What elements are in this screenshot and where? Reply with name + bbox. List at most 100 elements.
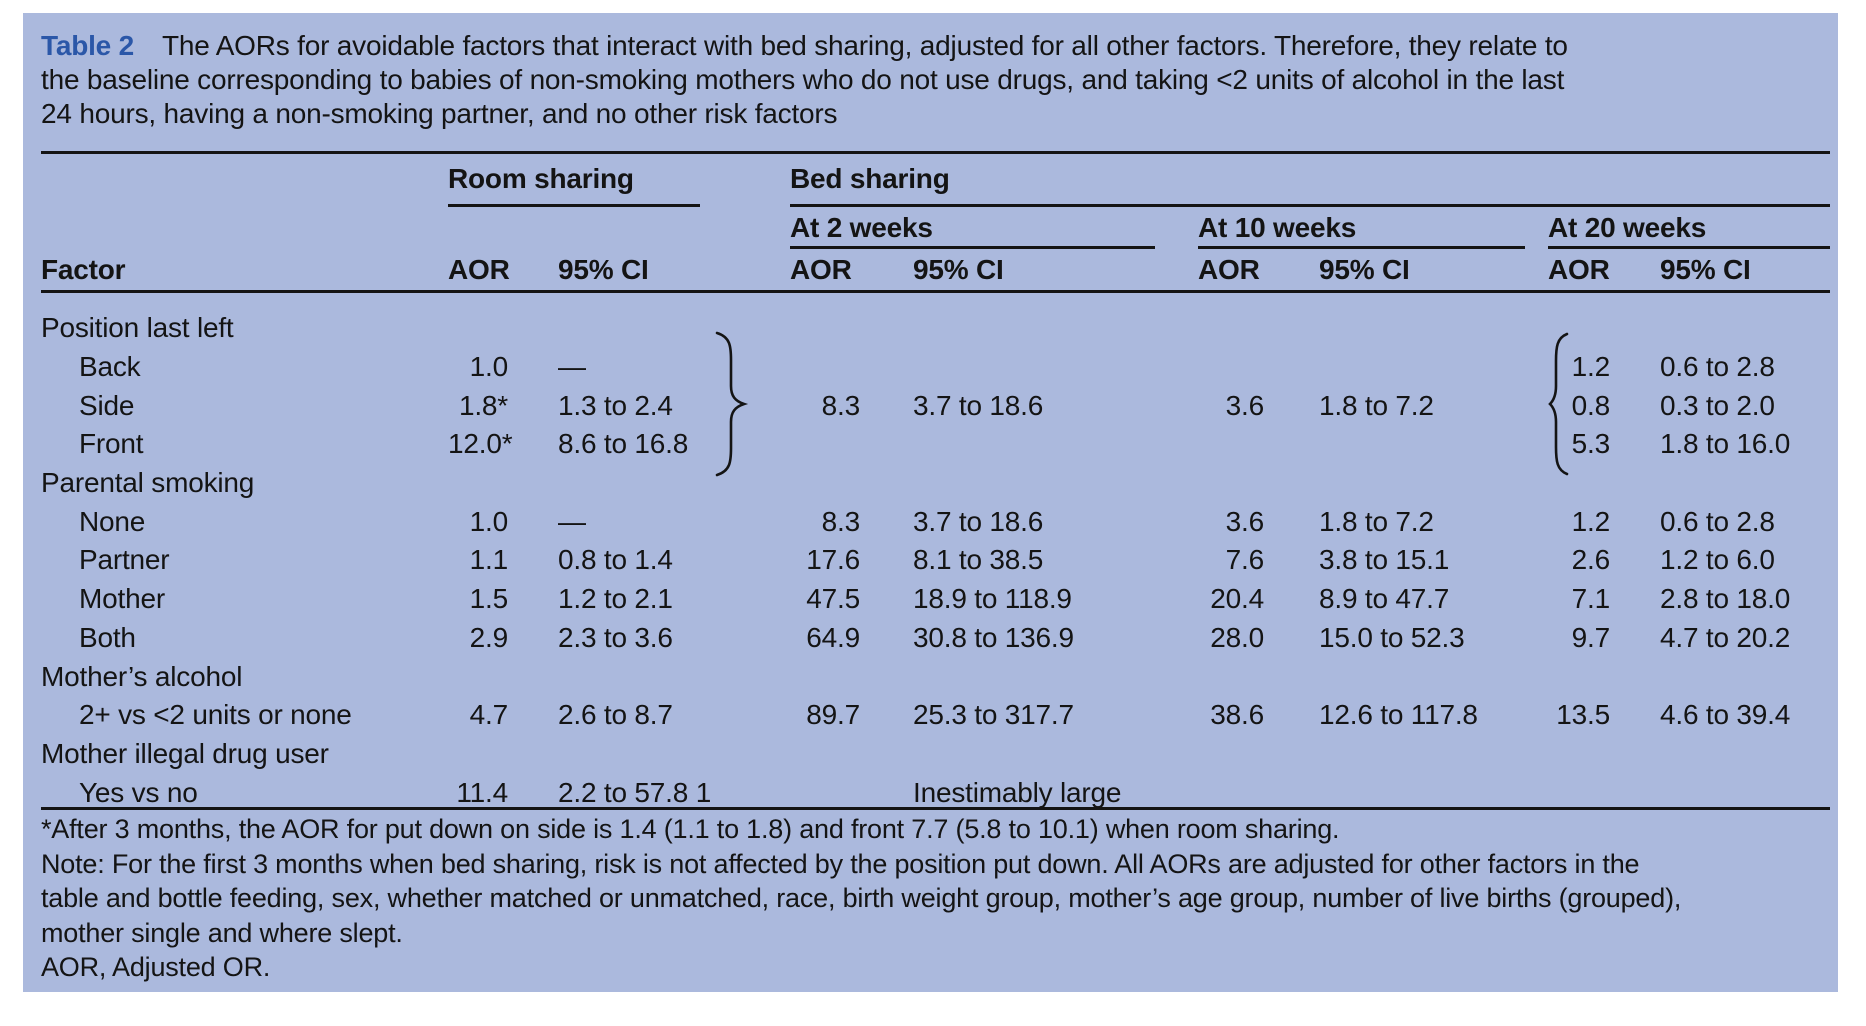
- footnote-line: AOR, Adjusted OR.: [41, 952, 271, 983]
- factor-cell: Mother: [79, 583, 165, 615]
- factor-cell: Mother illegal drug user: [41, 737, 329, 769]
- room-ci-cell: 8.6 to 16.8: [558, 428, 689, 460]
- room-ci-cell: 1.2 to 2.1: [558, 583, 673, 615]
- group-header-room-sharing: Room sharing: [448, 163, 634, 194]
- col-header-aor-room: AOR: [448, 254, 510, 285]
- title-rule: [41, 151, 1830, 154]
- room-aor-cell: 1.0: [469, 351, 509, 383]
- room-ci-cell: 1.3 to 2.4: [558, 389, 673, 421]
- w20-aor-cell: 13.5: [1556, 699, 1610, 731]
- factor-cell: 2+ vs <2 units or none: [79, 699, 352, 731]
- col-header-factor: Factor: [41, 254, 126, 285]
- factor-cell: Yes vs no: [79, 776, 198, 808]
- subgroup-header-at-20-weeks: At 20 weeks: [1548, 212, 1707, 243]
- room-ci-cell: —: [558, 505, 586, 537]
- table-row: 2+ vs <2 units or none 4.7 2.6 to 8.7 89.7 2…: [41, 696, 1830, 735]
- room-ci-cell: —: [558, 351, 586, 383]
- group-header-bed-sharing: Bed sharing: [790, 163, 950, 194]
- w10-aor-cell: 38.6: [1210, 699, 1264, 731]
- w2-aor-cell: 64.9: [806, 621, 860, 653]
- w20-aor-cell: 2.6: [1571, 544, 1611, 576]
- w20-ci-cell: 4.6 to 39.4: [1660, 699, 1791, 731]
- room-aor-cell: 12.0*: [448, 428, 513, 460]
- table-row: Yes vs no 11.4 2.2 to 57.8 1 Inestimably la…: [41, 773, 1830, 812]
- w2-aor-cell: 47.5: [806, 583, 860, 615]
- w20-aor-cell: 7.1: [1571, 583, 1611, 615]
- col-header-ci-10wk: 95% CI: [1319, 254, 1410, 285]
- col-header-aor-20wk: AOR: [1548, 254, 1610, 285]
- col-header-ci-20wk: 95% CI: [1660, 254, 1751, 285]
- w10-ci-cell: 3.8 to 15.1: [1319, 544, 1450, 576]
- factor-cell: Position last left: [41, 312, 234, 344]
- room-aor-cell: 4.7: [469, 699, 509, 731]
- table-row: Back 1.0 — 1.2 0.6 to 2.8: [41, 348, 1830, 387]
- room-aor-cell: 1.1: [469, 544, 509, 576]
- w2-ci-cell: 8.1 to 38.5: [913, 544, 1044, 576]
- title-line-3: 24 hours, having a non-smoking partner, …: [41, 98, 838, 129]
- w2-ci-cell: 25.3 to 317.7: [913, 699, 1074, 731]
- w20-aor-cell: 1.2: [1571, 351, 1611, 383]
- w2-ci-cell: 18.9 to 118.9: [913, 583, 1072, 615]
- title-line-2: the baseline corresponding to babies of …: [41, 64, 1565, 95]
- w10-aor-cell: 28.0: [1210, 621, 1264, 653]
- room-aor-cell: 11.4: [456, 776, 508, 808]
- factor-cell: Parental smoking: [41, 467, 255, 499]
- w2-ci-cell: Inestimably large: [913, 776, 1122, 808]
- w10-aor-cell: 3.6: [1225, 505, 1265, 537]
- w10-ci-cell: 1.8 to 7.2: [1319, 389, 1434, 421]
- w2-aor-cell: 17.6: [806, 544, 860, 576]
- table-row: Both 2.9 2.3 to 3.6 64.9 30.8 to 136.9 28.0 15…: [41, 619, 1830, 658]
- w20-aor-cell: 0.8: [1571, 389, 1611, 421]
- room-ci-cell: 2.2 to 57.8 1: [558, 776, 712, 808]
- w10-aor-cell: 20.4: [1210, 583, 1264, 615]
- room-ci-cell: 0.8 to 1.4: [558, 544, 673, 576]
- w2-ci-cell: 3.7 to 18.6: [913, 505, 1044, 537]
- room-ci-cell: 2.6 to 8.7: [558, 699, 673, 731]
- table-row: Side 1.8* 1.3 to 2.4 8.3 3.7 to 18.6 3.6 1.8 t…: [41, 386, 1830, 425]
- table-row: Partner 1.1 0.8 to 1.4 17.6 8.1 to 38.5 7.6 3.…: [41, 541, 1830, 580]
- w20-ci-cell: 0.6 to 2.8: [1660, 351, 1775, 383]
- col-header-ci-2wk: 95% CI: [913, 254, 1004, 285]
- factor-cell: Both: [79, 621, 136, 653]
- w20-ci-cell: 0.6 to 2.8: [1660, 505, 1775, 537]
- footnote-line: Note: For the first 3 months when bed sh…: [41, 848, 1640, 879]
- w20-ci-cell: 1.8 to 16.0: [1660, 428, 1791, 460]
- brace-right-icon: [713, 330, 749, 478]
- factor-cell: Front: [79, 428, 144, 460]
- w20-ci-cell: 2.8 to 18.0: [1660, 583, 1791, 615]
- header-rule: [41, 290, 1830, 293]
- room-aor-cell: 2.9: [469, 621, 509, 653]
- table-row: Front 12.0* 8.6 to 16.8 5.3 1.8 to 16.0: [41, 425, 1830, 464]
- table-body: Position last left Back 1.0—1.2 0.6 to 2.8 S…: [41, 309, 1830, 812]
- w20-ci-cell: 1.2 to 6.0: [1660, 544, 1775, 576]
- footnote-line: *After 3 months, the AOR for put down on…: [41, 814, 1340, 844]
- brace-left-icon: [1548, 332, 1570, 477]
- w10-aor-cell: 7.6: [1225, 544, 1265, 576]
- at-2-weeks-underline: [790, 246, 1155, 249]
- w20-ci-cell: 0.3 to 2.0: [1660, 389, 1775, 421]
- at-20-weeks-underline: [1548, 246, 1830, 249]
- title-line-1: The AORs for avoidable factors that inte…: [162, 30, 1568, 61]
- footnotes: *After 3 months, the AOR for put down on…: [41, 812, 1681, 985]
- table-number-label: Table 2: [41, 30, 135, 61]
- room-aor-cell: 1.8*: [458, 389, 508, 421]
- w20-aor-cell: 1.2: [1571, 505, 1611, 537]
- w20-ci-cell: 4.7 to 20.2: [1660, 621, 1791, 653]
- w10-ci-cell: 12.6 to 117.8: [1319, 699, 1478, 731]
- bed-sharing-underline: [790, 204, 1830, 207]
- w10-ci-cell: 1.8 to 7.2: [1319, 505, 1434, 537]
- w2-aor-cell: 8.3: [821, 505, 861, 537]
- table-row: Position last left: [41, 309, 1830, 348]
- w2-ci-cell: 3.7 to 18.6: [913, 389, 1044, 421]
- room-ci-cell: 2.3 to 3.6: [558, 621, 673, 653]
- factor-cell: Partner: [79, 544, 170, 576]
- room-aor-cell: 1.5: [469, 583, 509, 615]
- table-row: Mother’s alcohol: [41, 657, 1830, 696]
- col-header-aor-2wk: AOR: [790, 254, 852, 285]
- w2-ci-cell: 30.8 to 136.9: [913, 621, 1074, 653]
- subgroup-header-at-10-weeks: At 10 weeks: [1198, 212, 1357, 243]
- col-header-aor-10wk: AOR: [1198, 254, 1260, 285]
- w2-aor-cell: 89.7: [806, 699, 860, 731]
- at-10-weeks-underline: [1198, 246, 1525, 249]
- table-row: Mother illegal drug user: [41, 735, 1830, 774]
